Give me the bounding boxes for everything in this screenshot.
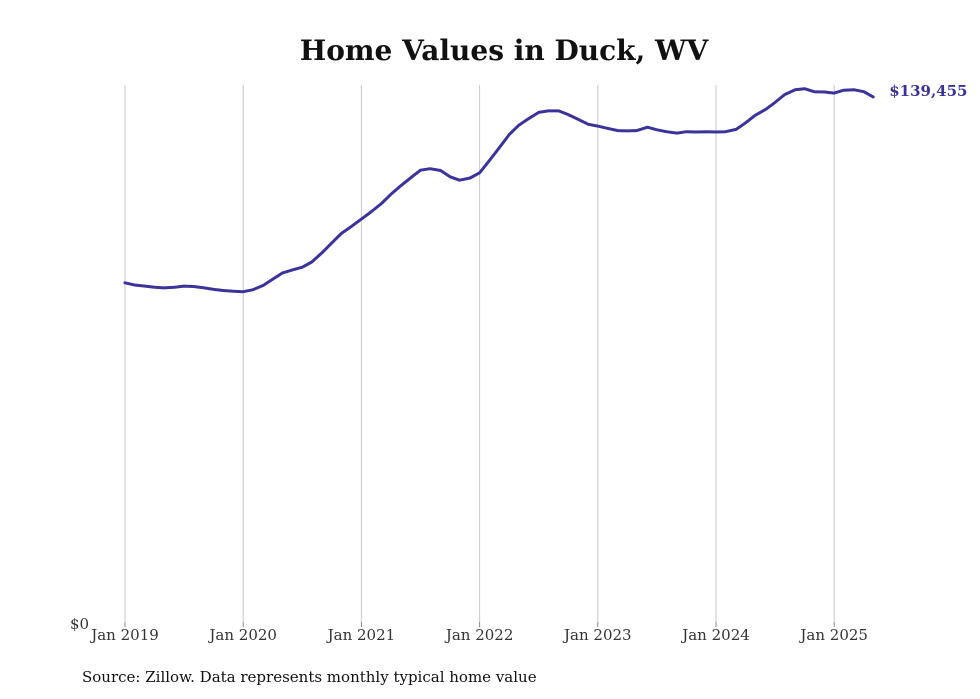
x-tick-label: Jan 2022 [444, 626, 514, 644]
x-tick-label: Jan 2021 [326, 626, 396, 644]
end-value-label: $139,455 [889, 82, 967, 100]
x-tick-label: Jan 2023 [562, 626, 632, 644]
y-axis-zero-label: $0 [70, 615, 89, 633]
gridlines [124, 85, 835, 622]
line-chart: Home Values in Duck, WV Jan 2019 Jan 2020… [70, 34, 967, 644]
x-tick-label: Jan 2019 [89, 626, 159, 644]
x-axis-ticks: Jan 2019 Jan 2020 Jan 2021 Jan 2022 Jan 2023… [89, 622, 868, 644]
x-tick-label: Jan 2020 [207, 626, 277, 644]
chart-title: Home Values in Duck, WV [300, 34, 710, 67]
series-line [123, 87, 875, 294]
x-tick-label: Jan 2025 [798, 626, 868, 644]
x-tick-label: Jan 2024 [680, 626, 750, 644]
source-note: Source: Zillow. Data represents monthly … [82, 668, 537, 686]
